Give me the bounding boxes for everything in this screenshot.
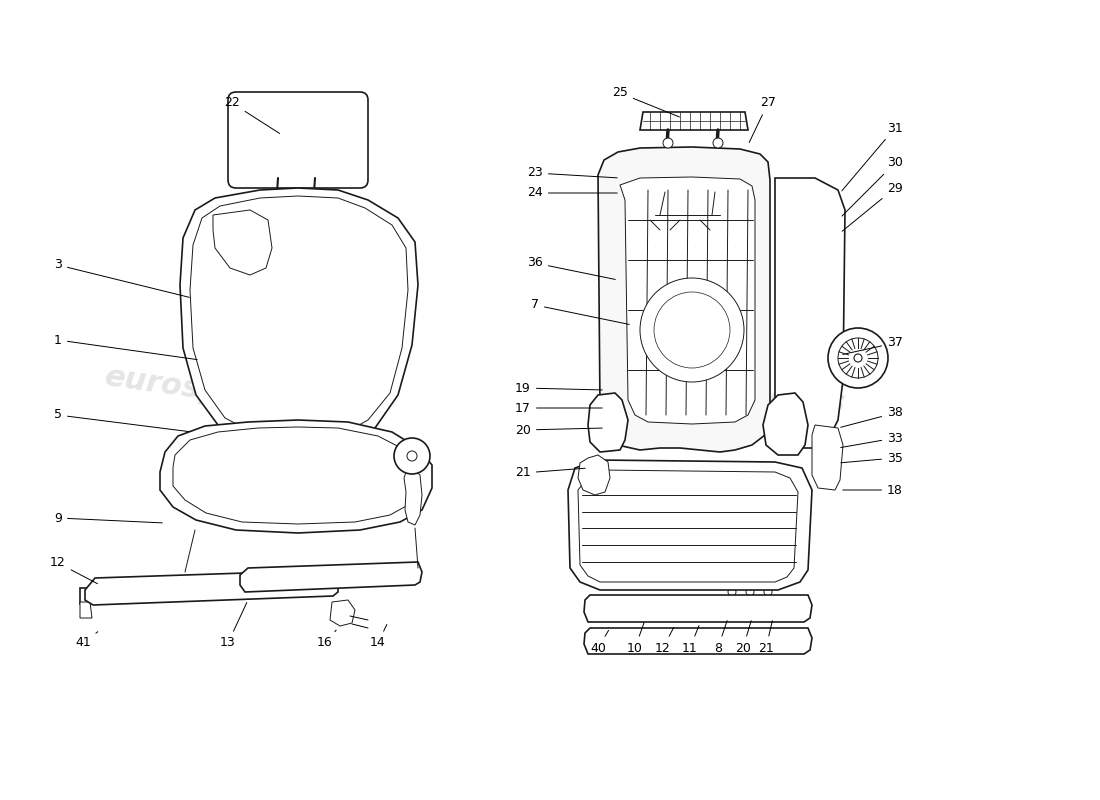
Circle shape: [854, 354, 862, 362]
Polygon shape: [620, 177, 755, 424]
Text: 23: 23: [527, 166, 617, 179]
Polygon shape: [578, 455, 610, 495]
Circle shape: [713, 138, 723, 148]
Text: 11: 11: [682, 626, 698, 654]
Text: eurospares: eurospares: [652, 362, 847, 418]
Text: 35: 35: [840, 451, 903, 465]
Polygon shape: [584, 628, 812, 654]
Text: 25: 25: [612, 86, 680, 117]
Text: 16: 16: [317, 630, 337, 650]
Text: 20: 20: [735, 621, 751, 654]
Polygon shape: [85, 570, 338, 605]
Text: 5: 5: [54, 409, 189, 432]
Circle shape: [746, 588, 754, 596]
Polygon shape: [160, 420, 432, 533]
Text: 29: 29: [843, 182, 903, 231]
Circle shape: [601, 435, 610, 445]
Polygon shape: [240, 562, 422, 592]
Circle shape: [827, 475, 833, 481]
Text: 12: 12: [656, 627, 673, 654]
Circle shape: [780, 437, 790, 447]
FancyBboxPatch shape: [228, 92, 368, 188]
Text: 30: 30: [842, 157, 903, 216]
Text: 21: 21: [758, 621, 774, 654]
Polygon shape: [330, 600, 355, 626]
Text: 14: 14: [370, 625, 387, 650]
Text: 21: 21: [515, 466, 585, 479]
Circle shape: [728, 588, 736, 596]
Text: 36: 36: [527, 257, 615, 279]
Polygon shape: [80, 602, 92, 618]
Circle shape: [827, 437, 833, 443]
Circle shape: [407, 451, 417, 461]
Text: 13: 13: [220, 602, 246, 650]
Circle shape: [780, 405, 790, 415]
Text: eurospares: eurospares: [102, 362, 297, 418]
Text: 41: 41: [75, 632, 98, 650]
Text: 24: 24: [527, 186, 617, 199]
Polygon shape: [404, 468, 422, 525]
Polygon shape: [812, 425, 843, 490]
Circle shape: [601, 405, 610, 415]
Circle shape: [663, 138, 673, 148]
Text: 31: 31: [842, 122, 903, 191]
Polygon shape: [584, 595, 812, 622]
Text: 9: 9: [54, 511, 162, 525]
Polygon shape: [213, 210, 272, 275]
Polygon shape: [776, 178, 845, 448]
Polygon shape: [763, 393, 808, 455]
Text: 37: 37: [843, 337, 903, 354]
Text: 10: 10: [627, 622, 645, 654]
Polygon shape: [80, 588, 108, 604]
Text: 12: 12: [51, 557, 98, 584]
Text: 38: 38: [840, 406, 903, 427]
Text: 40: 40: [590, 630, 608, 654]
Polygon shape: [598, 147, 770, 452]
Text: 18: 18: [843, 483, 903, 497]
Text: 17: 17: [515, 402, 602, 414]
Text: 7: 7: [531, 298, 629, 325]
Text: 3: 3: [54, 258, 189, 298]
Polygon shape: [568, 460, 812, 590]
Text: 20: 20: [515, 423, 602, 437]
Circle shape: [640, 278, 744, 382]
Text: 19: 19: [515, 382, 602, 394]
Circle shape: [827, 457, 833, 463]
Polygon shape: [640, 112, 748, 130]
Polygon shape: [588, 393, 628, 452]
Circle shape: [394, 438, 430, 474]
Text: 33: 33: [840, 431, 903, 447]
Text: 22: 22: [224, 97, 279, 134]
Circle shape: [828, 328, 888, 388]
Circle shape: [764, 588, 772, 596]
Text: 27: 27: [749, 97, 775, 142]
Text: 1: 1: [54, 334, 197, 360]
Text: 8: 8: [714, 621, 727, 654]
Polygon shape: [180, 188, 418, 452]
